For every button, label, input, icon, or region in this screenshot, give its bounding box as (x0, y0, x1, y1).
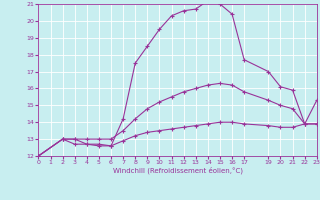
X-axis label: Windchill (Refroidissement éolien,°C): Windchill (Refroidissement éolien,°C) (113, 167, 243, 174)
